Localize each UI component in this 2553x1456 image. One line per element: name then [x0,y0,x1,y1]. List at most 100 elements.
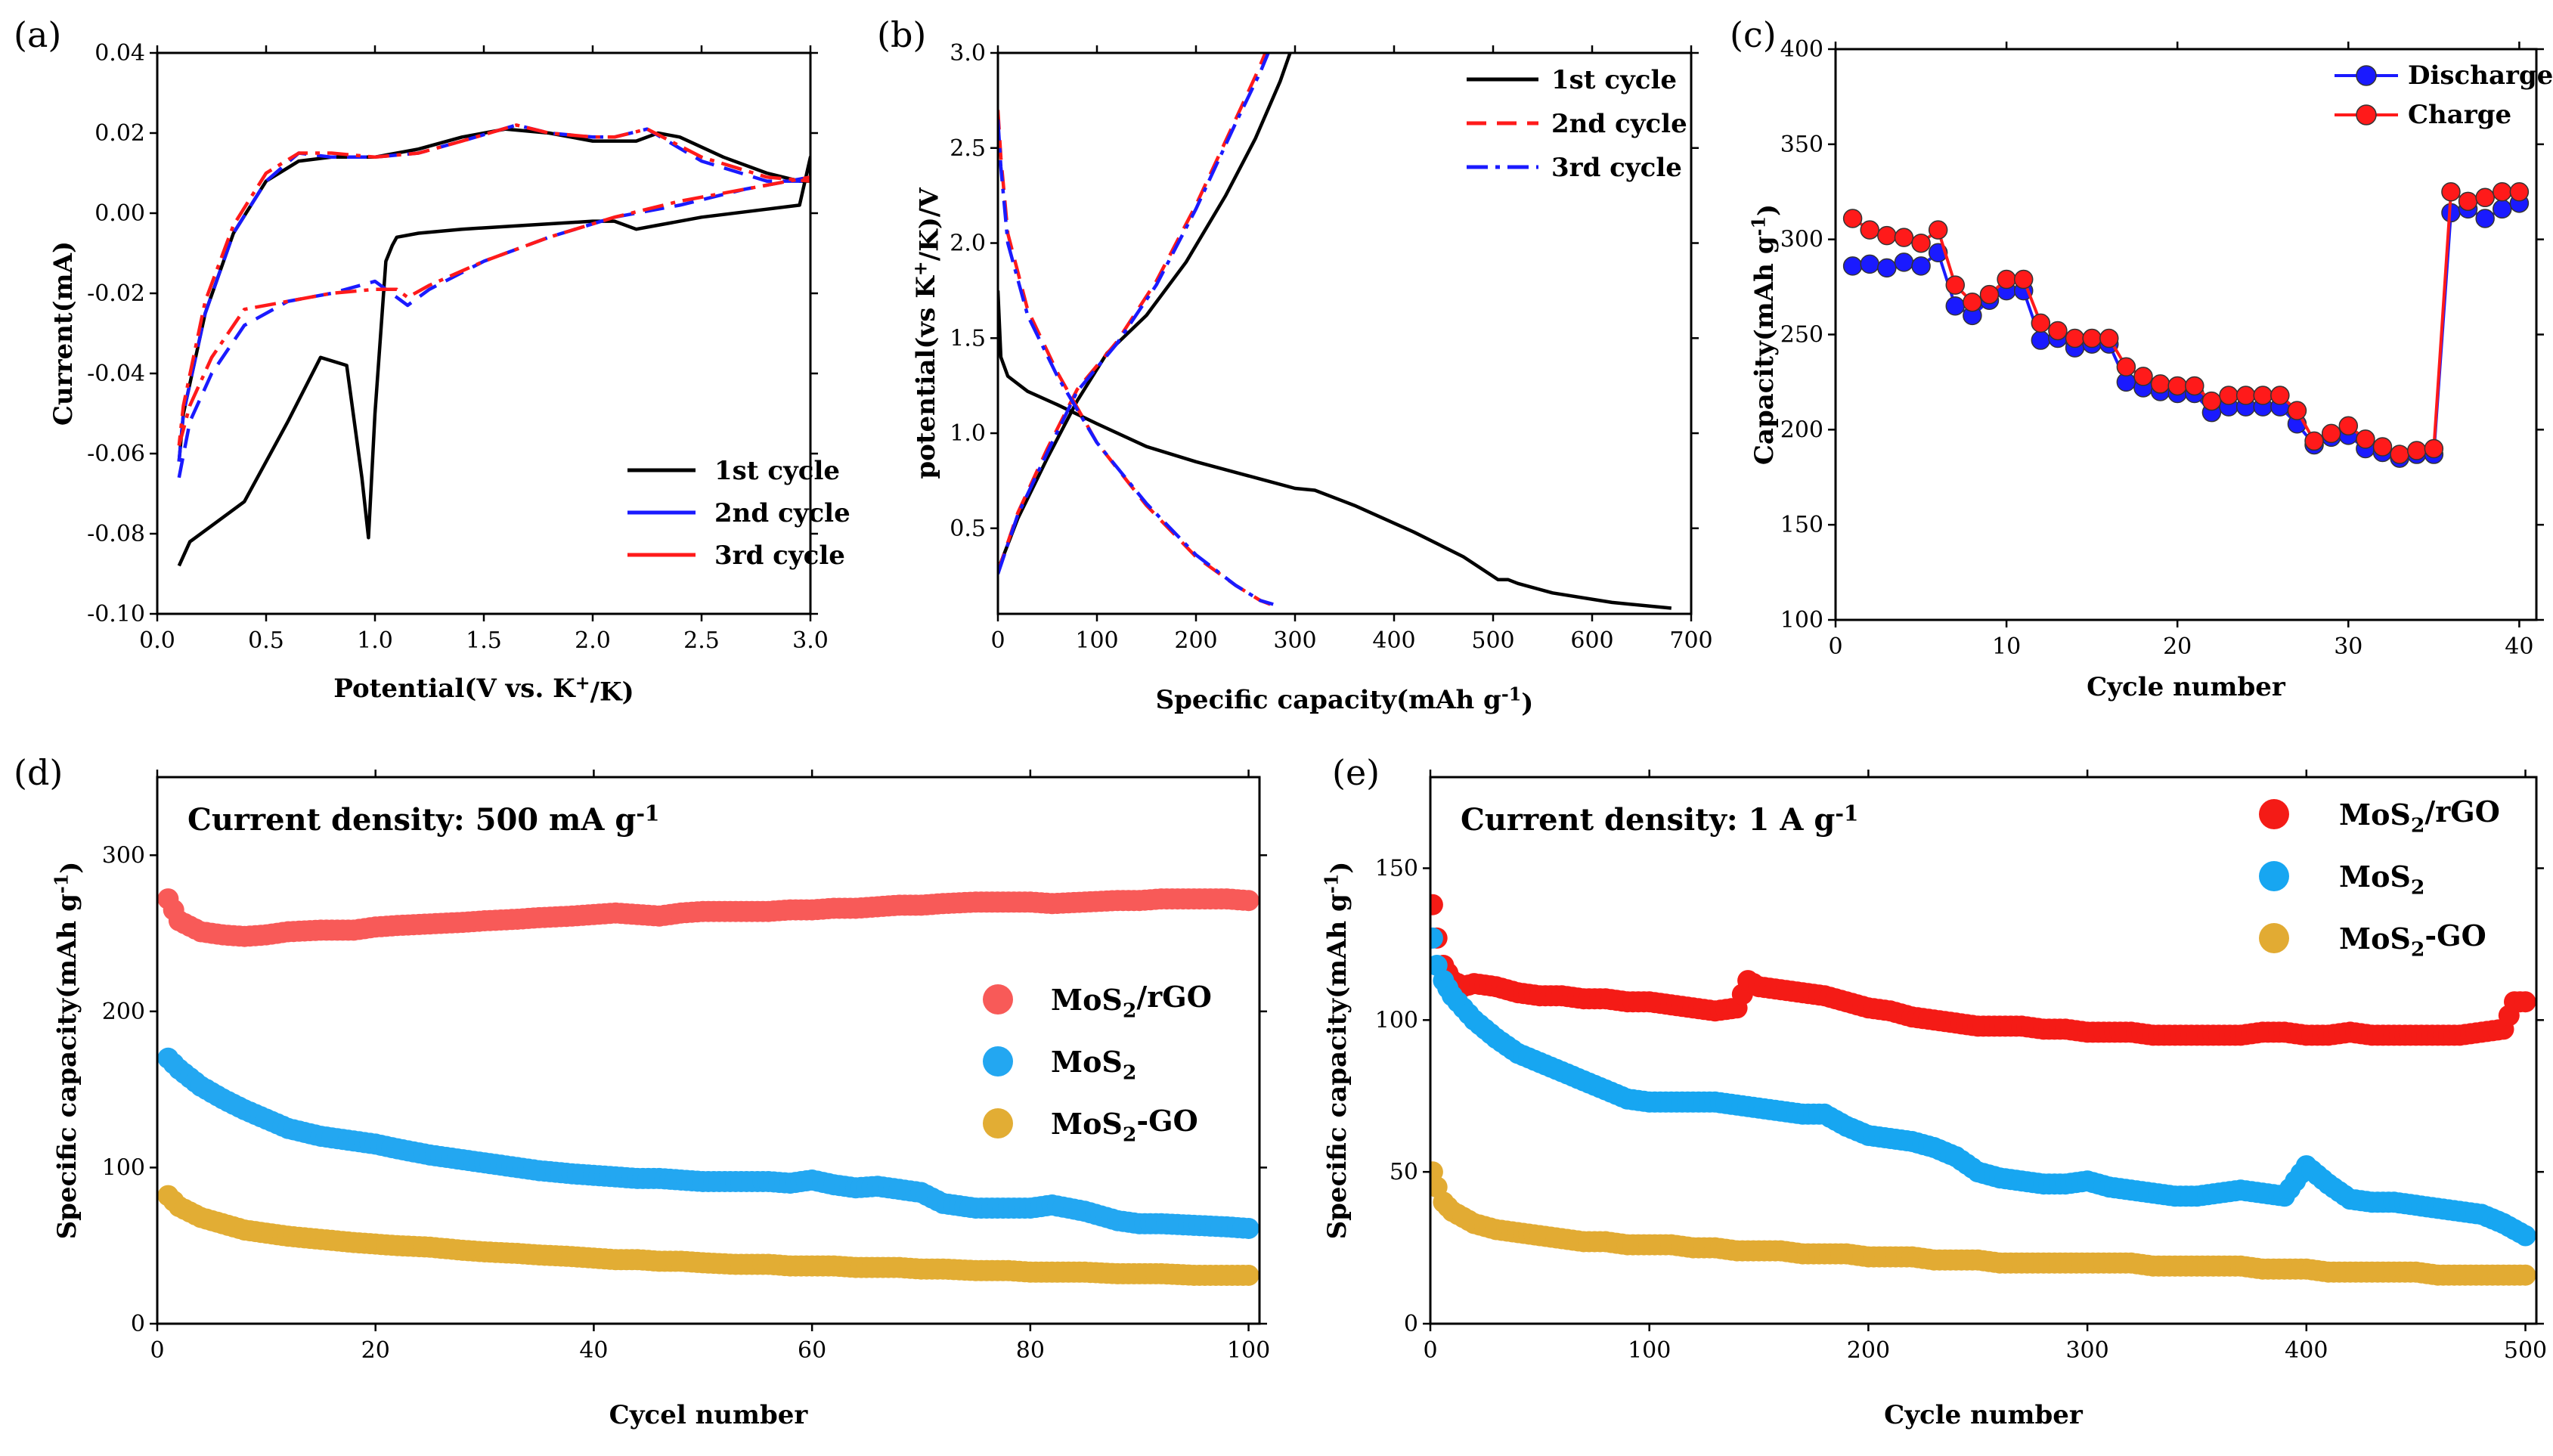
legend-label-part: 1st cycle [1551,65,1677,95]
y-tick-label: 100 [102,1154,145,1181]
panel-label: (b) [877,14,926,55]
x-tick-label: 1.0 [357,627,393,654]
y-axis-label-part: ) [1753,204,1783,216]
y-axis-label: Specific capacity(mAh g-1) [51,862,85,1240]
data-point-Charge [2235,386,2256,405]
current-density-annotation-part: Current density: 1 A g [1461,802,1835,838]
y-tick-label: 350 [1780,132,1823,158]
y-tick-label-part: 350 [1780,132,1823,158]
y-tick-label-part: 0.5 [950,516,986,542]
data-point-Charge [2099,328,2119,349]
y-tick-label: 100 [1375,1007,1418,1033]
x-tick-label: 100 [1227,1337,1270,1364]
panel-b: 0 100 200 300 400 500 600 700 0.5 1.0 1.5 2.0 2.5 3.0… [877,14,1713,719]
x-tick-label: 2.5 [683,627,720,654]
data-point-Charge [2372,437,2393,457]
legend-label: MoS2 [1051,1045,1136,1084]
y-tick-label: 100 [1780,607,1823,634]
x-tick-label-part: 0.0 [139,627,175,654]
legend-label: MoS2/rGO [1051,980,1212,1022]
x-axis-label-part: Cycle number [2087,672,2286,702]
y-tick-label: 200 [1780,417,1823,443]
data-point-Charge [1860,220,1879,240]
y-tick-label: 2.5 [950,135,986,162]
x-tick-label: 0.0 [139,627,175,654]
legend-label-part: Discharge [2408,60,2553,91]
x-tick-label-part: 10 [1992,634,2021,660]
plot-frame [996,51,1693,615]
data-point-Charge [2253,386,2273,405]
y-axis-label-part: + [909,261,931,276]
legend-marker [2259,861,2289,891]
plot-area [1430,894,2536,1286]
legend-label: Discharge [2408,60,2553,91]
panel-label: (d) [14,752,63,793]
x-tick-label-part: 500 [2504,1337,2547,1364]
x-tick-label: 200 [1174,627,1217,654]
data-point-Charge [2406,441,2427,460]
legend-label: MoS2-GO [1051,1104,1198,1146]
legend-label-part: 3rd cycle [1551,153,1682,183]
legend-label: 3rd cycle [714,541,845,571]
data-point [1430,927,1443,949]
panel-a: 0.0 0.5 1.0 1.5 2.0 2.5 3.0 -0.10 -0.08 -0.06 -0.0… [14,14,850,708]
data-point [2514,1225,2536,1247]
y-tick-label: 200 [102,999,145,1025]
x-tick-label: 100 [1628,1337,1671,1364]
legend-marker [983,1046,1013,1077]
y-tick-label: 1.5 [950,325,986,352]
y-tick-label-part: 250 [1780,322,1823,349]
legend-label-part: 2 [1123,1061,1137,1084]
x-axis-label: Specific capacity(mAh g-1) [1156,683,1534,718]
legend-marker [2259,923,2289,953]
legend: 1st cycle 2nd cycle 3rd cycle [1467,65,1687,183]
y-axis-label-part: potential(vs K [911,275,941,479]
data-point-Charge [2116,357,2136,377]
legend-marker [2259,799,2289,829]
x-tick-label: 1.5 [466,627,502,654]
x-tick-label-part: 20 [2163,634,2192,660]
x-axis-label-part: Potential(V vs. K [333,674,576,704]
x-tick-label-part: 600 [1570,627,1613,654]
plot-frame [156,776,1261,1325]
x-tick-label: 600 [1570,627,1613,654]
legend-marker [2356,65,2377,86]
x-axis-label: Cycle number [2087,672,2286,702]
data-point-Charge [1997,269,2016,290]
legend: 1st cycle 2nd cycle 3rd cycle [627,456,850,571]
data-point-Charge [2031,313,2051,333]
data-point-Charge [1877,225,1897,246]
y-tick-label: -0.04 [87,361,145,387]
y-tick-label-part: 0 [1404,1311,1418,1337]
y-tick-label-part: 200 [102,999,145,1025]
plot-frame [1834,48,2538,621]
y-tick-label-part: 50 [1390,1159,1418,1185]
y-tick-label: 150 [1375,856,1418,882]
legend-label-part: /rGO [2424,795,2499,829]
data-point [1238,1264,1259,1286]
y-tick-label-part: 1.0 [950,420,986,447]
data-point-Charge [2133,367,2153,386]
legend-label-part: MoS [1051,983,1123,1017]
y-tick-label-part: 1.5 [950,325,986,352]
current-density-annotation: Current density: 1 A g-1 [1461,801,1858,838]
y-tick-label: 50 [1390,1159,1418,1185]
x-axis-label: Cycle number [1884,1400,2084,1430]
plot-frame [156,51,812,615]
y-tick-label-part: 100 [1375,1007,1418,1033]
data-point-Charge [1928,220,1948,240]
plot-area [998,53,1672,610]
y-axis-label-part: ) [1326,862,1356,874]
x-tick-label-part: 500 [1471,627,1514,654]
y-tick-label-part: 100 [102,1154,145,1181]
x-tick-label-part: 2.5 [683,627,720,654]
legend-label: 1st cycle [714,456,840,486]
y-tick-label-part: 0 [131,1311,145,1337]
y-axis-label-part: Capacity(mAh g [1749,236,1780,465]
x-tick-label-part: 400 [2285,1337,2328,1364]
y-tick-label: 2.0 [950,231,986,257]
plot-area [157,888,1259,1286]
panel-d: 0 20 40 60 80 100 0 100 200 300 (d) Cycel number Spe… [14,752,1270,1430]
data-point-Charge [2424,438,2444,459]
